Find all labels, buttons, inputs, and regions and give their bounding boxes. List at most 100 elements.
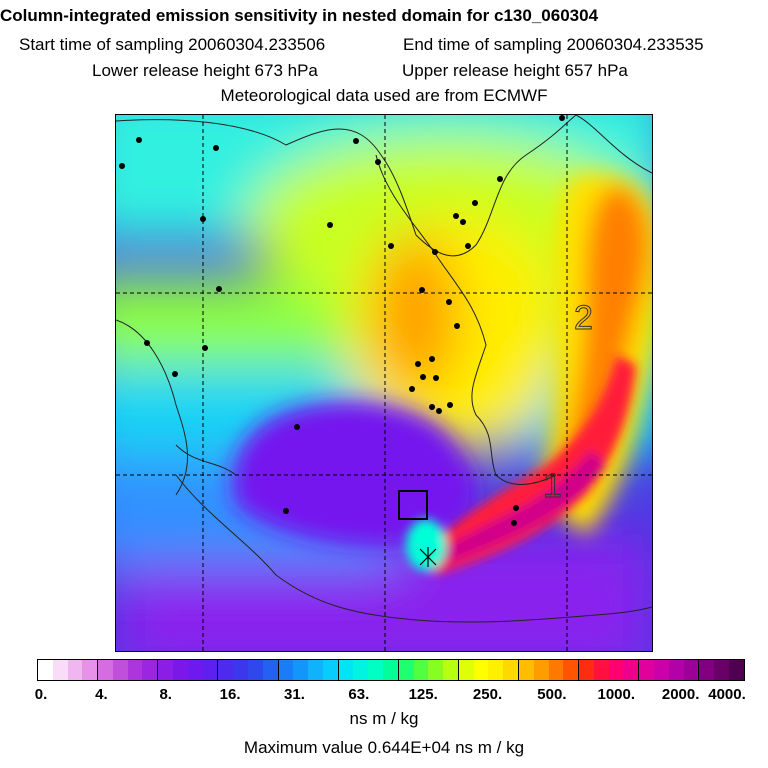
station-dot	[465, 243, 471, 249]
station-dot	[429, 356, 435, 362]
release-box	[398, 490, 428, 520]
station-dot	[447, 402, 453, 408]
colorbar-segment	[639, 660, 655, 680]
colorbar-segment	[668, 660, 684, 680]
colorbar-segment	[473, 660, 489, 680]
station-dot	[409, 386, 415, 392]
colorbar-segment	[443, 660, 459, 680]
colorbar-segment	[187, 660, 203, 680]
station-dot	[415, 361, 421, 367]
colorbar-segment	[202, 660, 219, 680]
colorbar-segment	[218, 660, 234, 680]
colorbar-segment	[519, 660, 534, 680]
colorbar-segment	[699, 660, 715, 680]
colorbar-segment	[623, 660, 640, 680]
station-dot	[513, 505, 519, 511]
colorbar-tick-label: 16.	[219, 686, 241, 703]
colorbar-tick-label: 2000.	[661, 686, 700, 703]
colorbar-segment	[654, 660, 669, 680]
lower-release-label: Lower release height 673 hPa	[92, 61, 318, 80]
colorbar-segment	[533, 660, 549, 680]
station-dot	[497, 176, 503, 182]
colorbar-tick-label: 500.	[537, 686, 567, 703]
colorbar-segment	[127, 660, 143, 680]
plume-cyan-rim	[406, 519, 446, 571]
colorbar-segment	[52, 660, 68, 680]
station-dot	[294, 424, 300, 430]
colorbar-segment	[112, 660, 128, 680]
colorbar-segment	[548, 660, 564, 680]
colorbar-segment	[428, 660, 444, 680]
station-dot	[433, 375, 439, 381]
colorbar-segment	[142, 660, 159, 680]
colorbar-segment	[683, 660, 700, 680]
end-time-label: End time of sampling 20060304.233535	[403, 35, 704, 54]
colorbar-segment	[398, 660, 414, 680]
station-dot	[432, 249, 438, 255]
colorbar-segment	[728, 660, 744, 680]
station-dot	[202, 345, 208, 351]
station-dot	[327, 222, 333, 228]
field-purple-bay	[232, 400, 477, 548]
station-dot	[460, 219, 466, 225]
colorbar-tick-label: 1000.	[597, 686, 636, 703]
station-dot	[454, 323, 460, 329]
coastline-west	[116, 319, 189, 496]
grid-lines	[116, 115, 652, 651]
station-dot	[353, 138, 359, 144]
station-dot	[172, 371, 178, 377]
region-label-2: 2	[574, 299, 593, 337]
coastline-north	[116, 115, 577, 257]
colorbar-segment	[413, 660, 429, 680]
station-dots	[119, 115, 565, 526]
station-dot	[429, 404, 435, 410]
station-dot	[200, 216, 206, 222]
colorbar-segment	[488, 660, 504, 680]
station-dot	[419, 287, 425, 293]
colorbar	[37, 659, 745, 681]
plume-red-arc	[426, 355, 636, 575]
colorbar-segment	[82, 660, 99, 680]
colorbar-segment	[563, 660, 580, 680]
met-data-label: Meteorological data used are from ECMWF	[220, 86, 548, 105]
sensitivity-map: 2 1	[115, 114, 653, 652]
field-orange-center	[376, 235, 456, 395]
station-dot	[436, 408, 442, 414]
chart-title: Column-integrated emission sensitivity i…	[0, 6, 599, 25]
colorbar-segment	[262, 660, 279, 680]
station-dot	[453, 213, 459, 219]
colorbar-segment	[368, 660, 383, 680]
coastline-sw-inlet	[175, 444, 237, 476]
station-dot	[119, 163, 125, 169]
colorbar-segment	[158, 660, 174, 680]
colorbar-tick-label: 4.	[95, 686, 108, 703]
colorbar-segment	[38, 660, 53, 680]
station-dot	[213, 145, 219, 151]
coastline-central	[375, 154, 557, 485]
colorbar-segment	[714, 660, 729, 680]
station-dot	[388, 243, 394, 249]
max-value-label: Maximum value 0.644E+04 ns m / kg	[243, 738, 525, 757]
upper-release-label: Upper release height 657 hPa	[402, 61, 628, 80]
colorbar-segment	[247, 660, 263, 680]
plume-magenta-core	[421, 450, 606, 570]
colorbar-segment	[382, 660, 399, 680]
station-dot	[511, 520, 517, 526]
colorbar-tick-label: 0.	[34, 686, 48, 703]
station-dot	[144, 340, 150, 346]
colorbar-segment	[278, 660, 294, 680]
station-dot	[216, 286, 222, 292]
colorbar-segment	[173, 660, 188, 680]
station-dot	[283, 508, 289, 514]
colorbar-segment	[608, 660, 624, 680]
start-time-label: Start time of sampling 20060304.233506	[19, 35, 326, 54]
station-dot	[420, 374, 426, 380]
receptor-marker	[419, 547, 437, 567]
station-dot	[136, 137, 142, 143]
station-dot	[559, 115, 565, 121]
colorbar-tick-label: 125.	[408, 686, 438, 703]
colorbar-segment	[308, 660, 323, 680]
colorbar-segment	[458, 660, 474, 680]
unit-label: ns m / kg	[349, 709, 419, 728]
colorbar-tick-label: 63.	[348, 686, 370, 703]
